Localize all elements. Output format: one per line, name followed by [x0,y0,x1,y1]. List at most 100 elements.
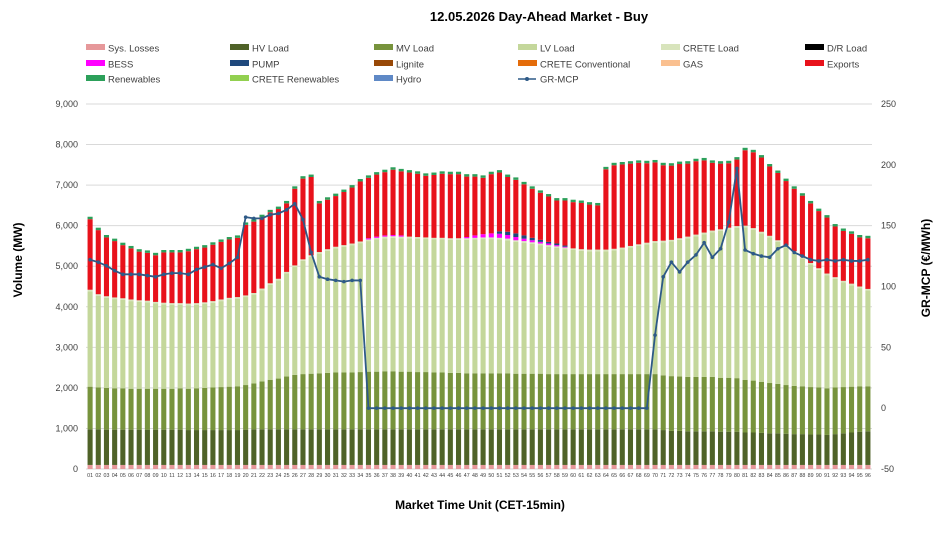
bar-sys-losses [709,464,715,469]
bar-lv-load [398,238,404,372]
bar-hv-load [464,429,470,465]
bar-lv-load [546,246,552,375]
x-tick-label: 50 [488,473,494,479]
bar-exports [521,184,527,236]
bar-mv-load [865,386,871,432]
bar-lv-load [644,244,650,375]
x-tick-label: 37 [382,473,388,479]
bar-exports [627,163,634,246]
x-axis: 01 02 03 04 05 06 07 08 09 10 11 12 13 14 15 16 17 18 19 20… [87,473,871,479]
x-axis-label: Market Time Unit (CET-15min) [395,498,565,512]
bar-crete-load [848,283,855,286]
bar-renewables [529,186,535,189]
bar-hv-load [259,429,265,465]
bar-sys-losses [603,464,609,469]
gr-mcp-point [767,255,772,260]
bar-hv-load [185,430,191,465]
bar-sys-losses [447,464,453,469]
bar-hv-load [398,429,404,465]
bar-renewables [668,163,674,166]
bar-renewables [144,250,150,253]
gr-mcp-point [628,406,633,410]
bar-mv-load [357,372,363,430]
bar-lv-load [537,245,543,374]
bar-exports [644,163,650,243]
bar-bess [546,243,552,246]
x-tick-label: 58 [554,473,560,479]
bar-lv-load [578,250,584,375]
bar-exports [816,211,822,269]
bar-lv-load [685,238,691,377]
bar-mv-load [226,386,232,431]
bar-sys-losses [537,464,543,469]
bar-crete-load [586,249,593,252]
bar-hv-load [349,429,355,465]
bar-mv-load [341,372,347,430]
bar-renewables [464,174,470,177]
x-tick-label: 83 [759,473,765,479]
bar-renewables [357,179,363,182]
x-tick-label: 06 [128,473,134,479]
bar-sys-losses [488,464,494,469]
bar-sys-losses [218,464,224,469]
legend-swatch-crete-conventional [518,60,537,66]
bar-sys-losses [808,464,814,469]
bar-pump [554,243,560,246]
bar-exports [701,160,707,233]
bar-sys-losses [112,464,118,469]
bar-renewables [333,193,339,197]
bar-renewables [218,239,224,242]
bar-pump [505,231,511,235]
gr-mcp-point [227,261,232,266]
bar-mv-load [701,376,707,432]
y-tick-label: 1,000 [55,423,78,433]
gr-mcp-point [685,260,690,264]
bar-mv-load [284,376,290,430]
bar-exports [677,164,683,239]
bar-crete-load [636,244,642,246]
x-tick-label: 63 [595,473,601,479]
legend-label-crete-renewables: CRETE Renewables [252,74,339,85]
gr-mcp-point [342,279,346,284]
bar-exports [431,174,437,238]
bar-sys-losses [505,464,511,469]
bar-lv-load [742,227,748,380]
x-tick-label: 48 [472,473,478,479]
bar-sys-losses [284,464,290,469]
bar-mv-load [439,372,445,430]
bar-lv-load [153,303,159,389]
bar-renewables [578,200,584,203]
bar-lv-load [791,252,797,386]
bar-hv-load [644,429,650,465]
bar-renewables [210,242,216,245]
bar-lv-load [161,304,167,389]
bar-exports [668,165,674,240]
bar-lv-load [103,297,110,388]
bar-sys-losses [865,464,871,469]
bar-lv-load [185,305,191,389]
x-tick-label: 71 [660,473,666,479]
bar-crete-load [292,265,298,268]
bar-crete-load [284,271,290,274]
x-tick-label: 25 [284,473,290,479]
y2-tick-label: -50 [881,464,894,474]
bar-exports [832,226,838,278]
bar-exports [153,255,159,302]
gr-mcp-point [710,255,715,260]
bar-crete-load [308,255,314,257]
gr-mcp-point [211,262,215,267]
x-tick-label: 28 [308,473,314,479]
bar-crete-load [808,262,814,265]
bar-renewables [447,171,453,175]
bar-sys-losses [406,464,412,469]
bar-mv-load [333,372,339,430]
bar-mv-load [513,373,519,430]
y2-tick-label: 250 [881,99,896,109]
x-tick-label: 46 [456,473,462,479]
bar-sys-losses [267,464,273,469]
bar-hv-load [292,429,298,465]
bar-hv-load [595,429,601,465]
bar-mv-load [300,374,306,430]
bar-hv-load [726,431,732,465]
bar-renewables [153,252,159,256]
